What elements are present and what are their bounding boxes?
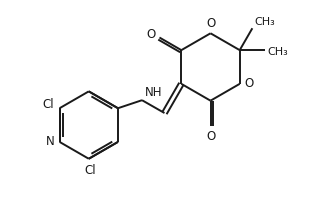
Text: NH: NH — [145, 85, 163, 99]
Text: O: O — [146, 28, 155, 41]
Text: O: O — [206, 17, 215, 30]
Text: N: N — [46, 135, 55, 148]
Text: Cl: Cl — [42, 98, 54, 111]
Text: Cl: Cl — [85, 164, 96, 177]
Text: CH₃: CH₃ — [268, 47, 288, 57]
Text: O: O — [244, 77, 254, 90]
Text: O: O — [206, 130, 215, 143]
Text: CH₃: CH₃ — [255, 17, 276, 27]
